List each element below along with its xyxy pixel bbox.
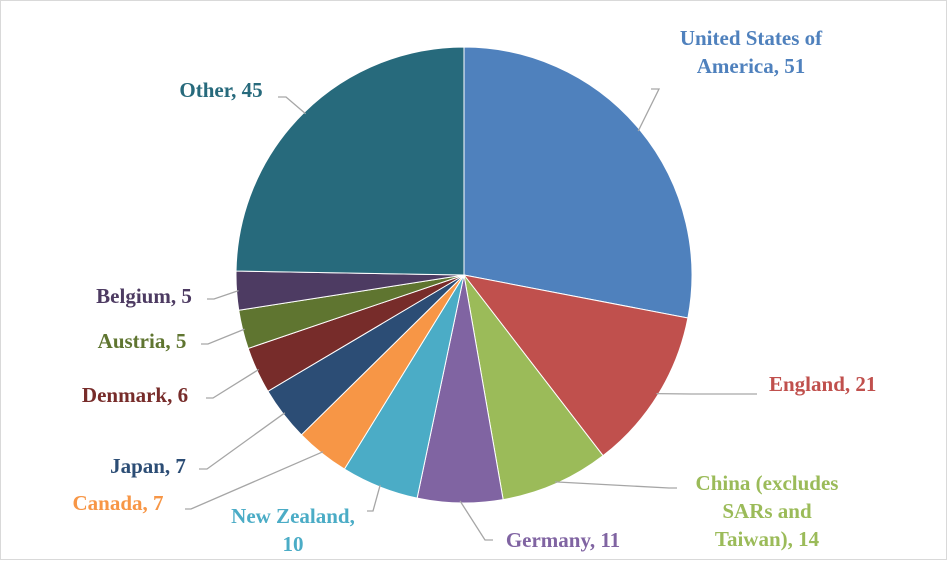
leader-line-japan bbox=[199, 413, 285, 469]
data-label-line: United States of bbox=[680, 26, 823, 50]
data-label-canada: Canada, 7 bbox=[72, 491, 163, 515]
data-label-line: Japan, 7 bbox=[110, 454, 186, 478]
data-label-new-zealand: New Zealand, 10 bbox=[231, 504, 355, 556]
leader-line-canada bbox=[185, 452, 323, 509]
leader-line-united-states-of-america bbox=[638, 89, 659, 131]
data-label-other: Other, 45 bbox=[179, 78, 262, 102]
data-label-line: New Zealand, bbox=[231, 504, 355, 528]
data-label-line: England, 21 bbox=[769, 372, 876, 396]
leader-line-denmark bbox=[206, 370, 259, 399]
data-label-line: Belgium, 5 bbox=[96, 284, 192, 308]
data-label-line: 10 bbox=[283, 532, 304, 556]
leader-line-new-zealand bbox=[367, 485, 380, 511]
data-label-united-states-of-america: United States of America, 51 bbox=[680, 26, 823, 78]
data-label-line: Denmark, 6 bbox=[82, 383, 188, 407]
pie-slice-united-states-of-america bbox=[464, 47, 692, 318]
data-label-england: England, 21 bbox=[769, 372, 876, 396]
data-label-line: Germany, 11 bbox=[506, 528, 620, 552]
data-label-belgium: Belgium, 5 bbox=[96, 284, 192, 308]
data-label-germany: Germany, 11 bbox=[506, 528, 620, 552]
data-label-line: Austria, 5 bbox=[98, 329, 187, 353]
data-label-japan: Japan, 7 bbox=[110, 454, 186, 478]
data-label-line: Other, 45 bbox=[179, 78, 262, 102]
leader-line-belgium bbox=[207, 291, 239, 299]
data-label-austria: Austria, 5 bbox=[98, 329, 187, 353]
data-label-line: Canada, 7 bbox=[72, 491, 163, 515]
pie-slice-other bbox=[236, 47, 464, 275]
data-label-china-excludes-sars-and-taiwan: China (excludes SARs and Taiwan), 14 bbox=[696, 471, 839, 551]
leader-line-other bbox=[278, 97, 306, 114]
leader-line-china-excludes-sars-and-taiwan bbox=[555, 482, 677, 488]
data-label-line: America, 51 bbox=[697, 54, 805, 78]
data-label-denmark: Denmark, 6 bbox=[82, 383, 188, 407]
leader-line-germany bbox=[460, 501, 493, 540]
pie-slices bbox=[236, 47, 692, 503]
data-label-line: China (excludes bbox=[696, 471, 839, 495]
data-label-line: Taiwan), 14 bbox=[715, 527, 820, 551]
leader-line-austria bbox=[201, 329, 245, 344]
data-label-line: SARs and bbox=[722, 499, 812, 523]
